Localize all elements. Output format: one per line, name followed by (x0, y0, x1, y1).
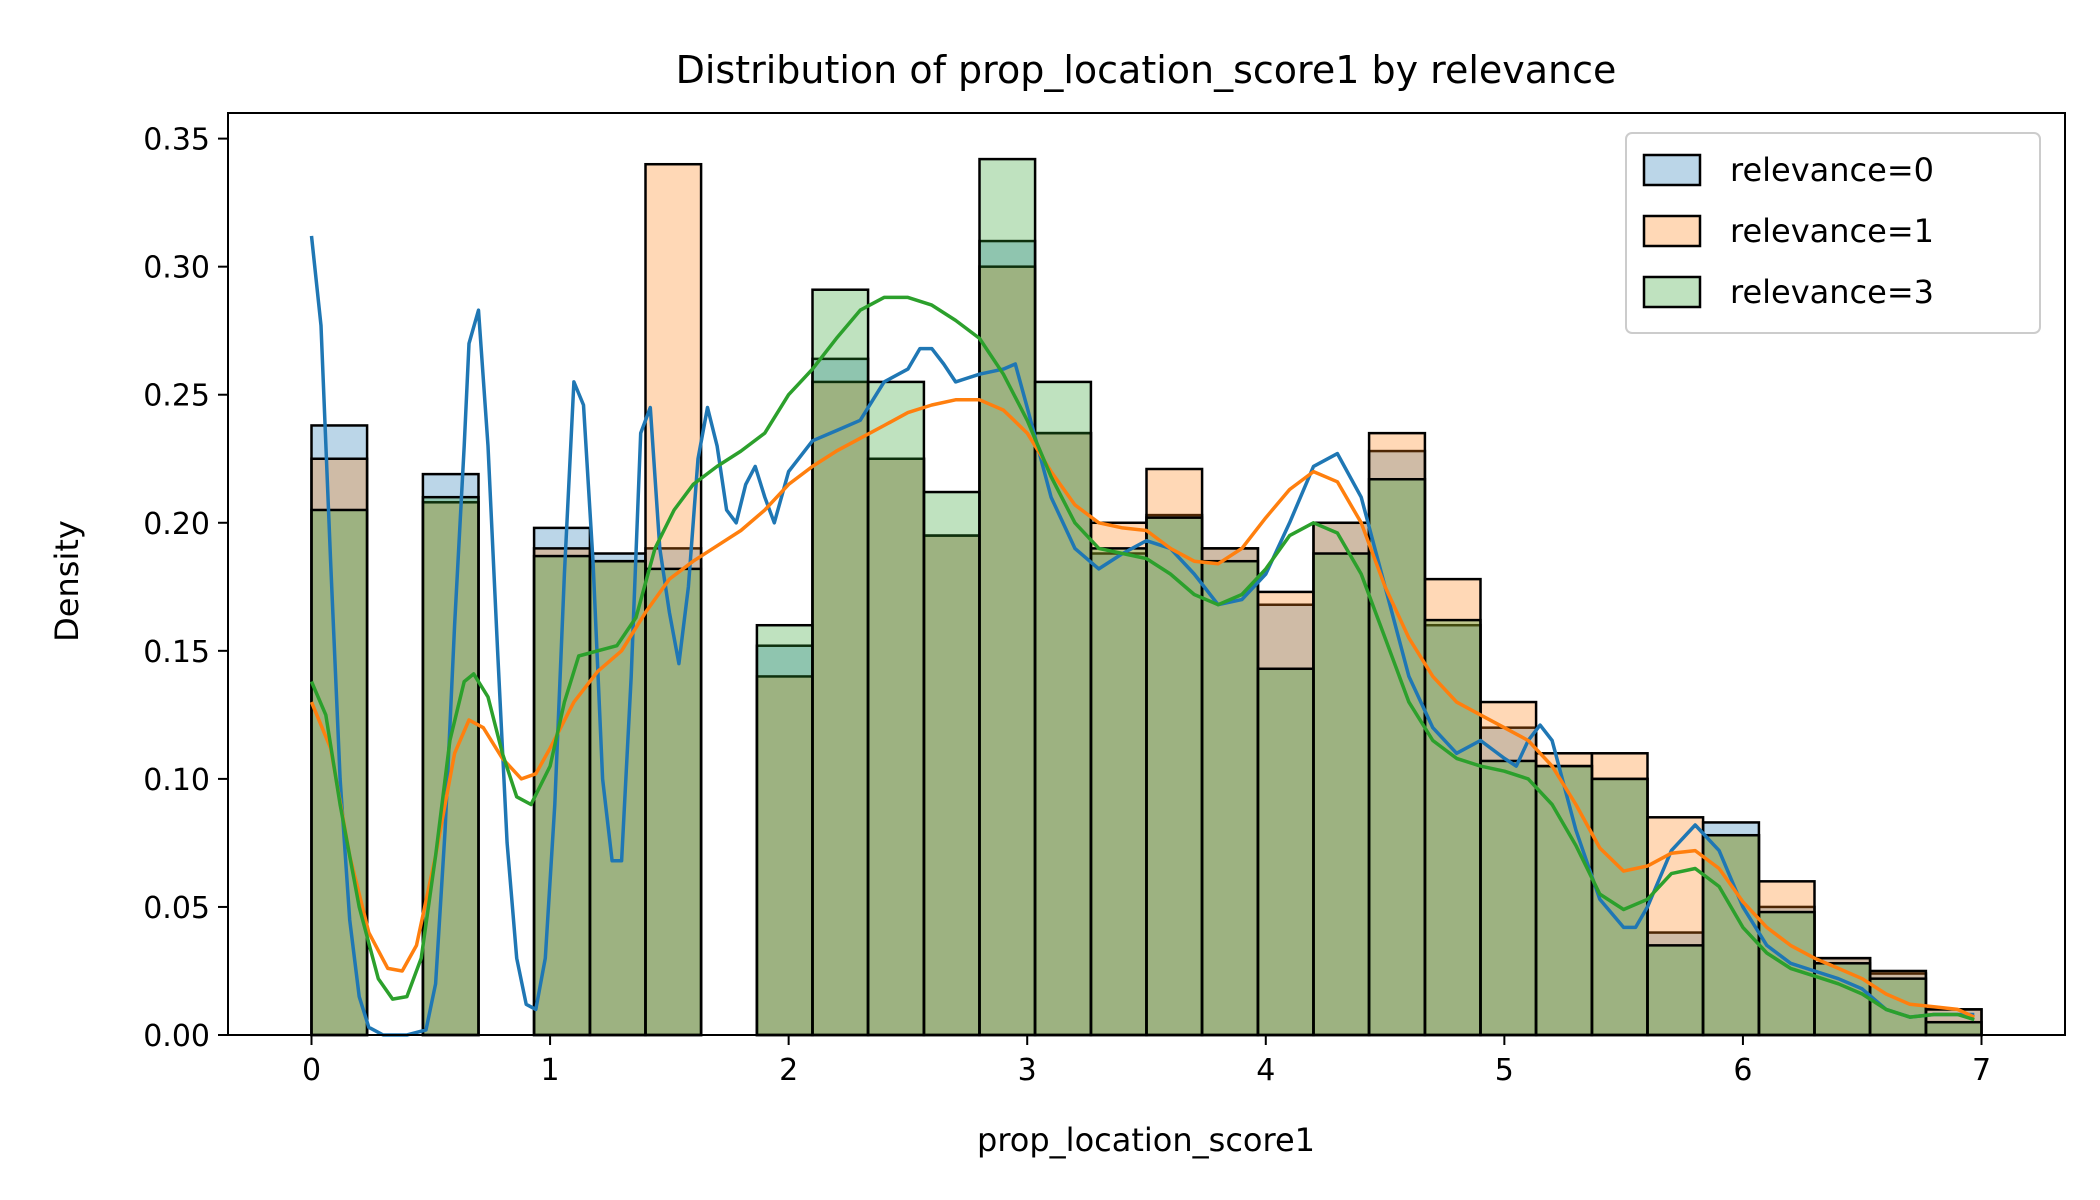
x-tick-label-0: 0 (302, 1053, 321, 1088)
bar-2-29 (1924, 1020, 1983, 1037)
x-tick-label-5: 5 (1495, 1053, 1514, 1088)
legend-swatch-2 (1642, 275, 1702, 309)
bar-2-20 (1423, 618, 1482, 1037)
bar-2-10 (866, 380, 926, 1037)
kde-layer (309, 235, 1976, 1037)
y-tick-label-0: 0.00 (143, 1019, 210, 1054)
bar-1-18 (1312, 521, 1371, 1037)
bar-0-20 (1423, 623, 1482, 1037)
x-tick-label-4: 4 (1256, 1053, 1275, 1088)
x-tick-label-7: 7 (1972, 1053, 1991, 1088)
bar-1-19 (1367, 431, 1427, 1037)
bar-0-25 (1701, 821, 1761, 1037)
legend-swatch-0 (1642, 153, 1702, 187)
bars-series-2 (310, 157, 1983, 1037)
bar-0-2 (421, 472, 480, 1037)
bar-1-13 (1033, 431, 1093, 1037)
bar-2-18 (1312, 552, 1371, 1037)
bar-2-6 (644, 567, 703, 1037)
bar-1-16 (1200, 547, 1260, 1037)
y-tick-label-4: 0.20 (143, 507, 210, 542)
x-axis-ticks: 0 1 2 3 4 5 6 7 (302, 1035, 1991, 1088)
bar-1-5 (588, 559, 647, 1037)
bar-2-26 (1757, 910, 1816, 1037)
bar-2-21 (1479, 759, 1538, 1037)
bar-1-21 (1479, 700, 1538, 1037)
bars-series-0 (310, 239, 1983, 1037)
legend-label-1: relevance=1 (1730, 212, 1934, 250)
y-axis-ticks: 0.00 0.05 0.10 0.15 0.20 0.25 0.30 0.35 (143, 123, 228, 1054)
bar-2-5 (588, 559, 647, 1037)
legend-swatch-1 (1642, 214, 1702, 248)
bar-2-16 (1200, 559, 1260, 1037)
bar-2-8 (755, 623, 814, 1037)
bar-2-9 (811, 288, 870, 1037)
x-tick-label-6: 6 (1733, 1053, 1752, 1088)
y-axis-label: Density (48, 520, 86, 642)
chart-title: Distribution of prop_location_score1 by … (676, 48, 1617, 92)
x-tick-label-3: 3 (1018, 1053, 1037, 1088)
y-tick-label-1: 0.05 (143, 891, 210, 926)
legend-label-0: relevance=0 (1730, 151, 1934, 189)
bar-2-22 (1534, 764, 1594, 1037)
x-tick-label-1: 1 (541, 1053, 560, 1088)
x-tick-label-2: 2 (779, 1053, 798, 1088)
bar-2-27 (1813, 962, 1872, 1037)
bar-0-14 (1089, 552, 1148, 1037)
legend-box (1625, 132, 2041, 334)
legend: relevance=0 relevance=1 relevance=3 (1625, 132, 2041, 334)
y-tick-label-2: 0.10 (143, 763, 210, 798)
bar-0-17 (1256, 603, 1315, 1037)
y-tick-label-6: 0.30 (143, 251, 210, 286)
bar-2-24 (1646, 944, 1705, 1037)
bar-2-12 (978, 157, 1037, 1037)
bar-2-14 (1089, 547, 1148, 1037)
bar-2-13 (1033, 380, 1093, 1037)
bar-1-26 (1757, 880, 1816, 1037)
kde-line-2 (309, 295, 1975, 1022)
bar-2-17 (1256, 667, 1315, 1037)
legend-label-2: relevance=3 (1730, 273, 1934, 311)
kde-line-1 (309, 398, 1976, 1019)
x-axis-label: prop_location_score1 (977, 1121, 1315, 1159)
plot-frame (227, 112, 2066, 1036)
y-tick-label-5: 0.25 (143, 379, 210, 414)
bar-2-11 (922, 490, 981, 1037)
bar-0-19 (1367, 449, 1427, 1037)
y-tick-label-3: 0.15 (143, 635, 210, 670)
y-tick-label-7: 0.35 (143, 123, 210, 158)
